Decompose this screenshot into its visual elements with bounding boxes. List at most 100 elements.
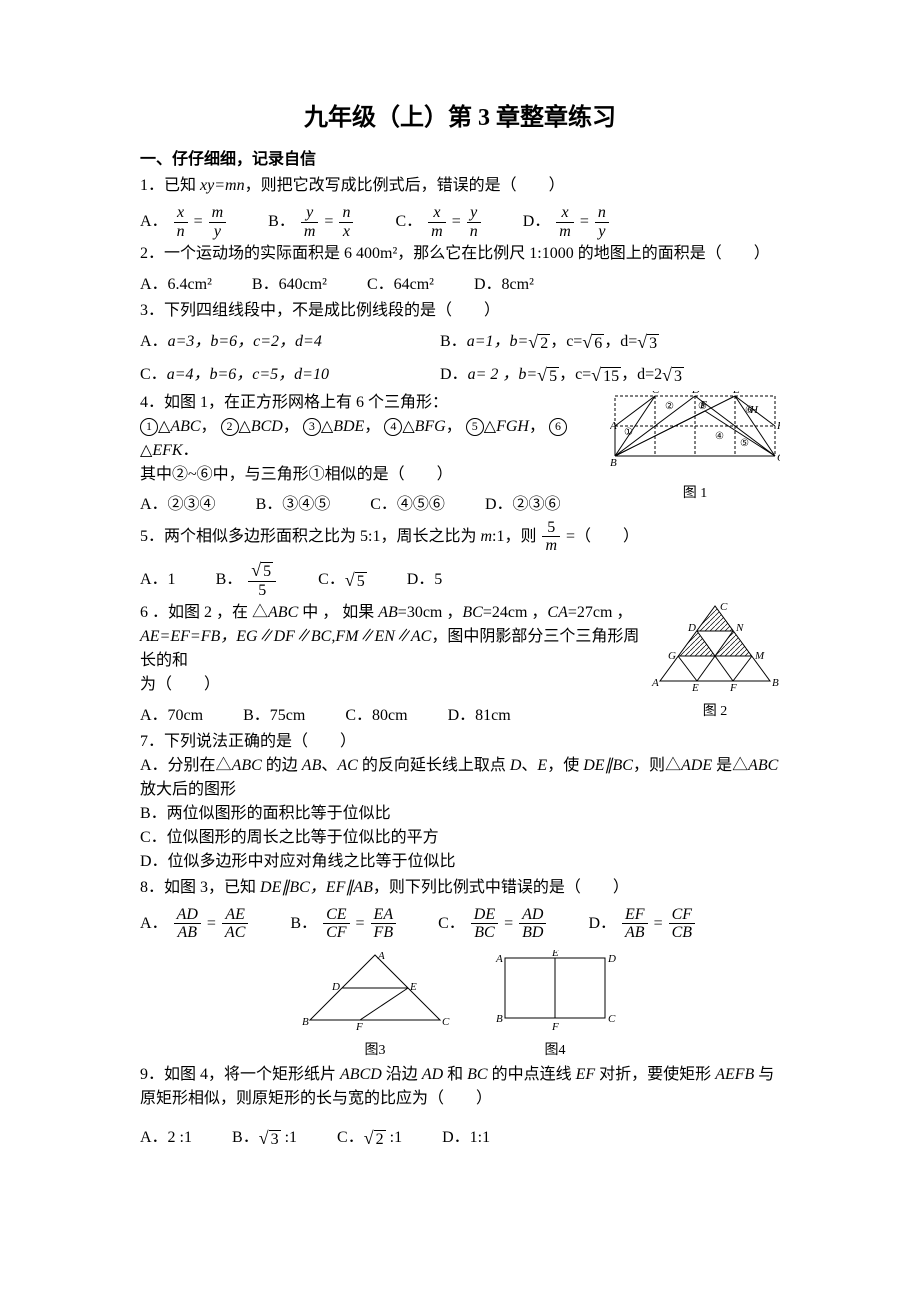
text: ． — [183, 442, 199, 459]
label: B． — [290, 915, 317, 932]
q5-stem: 5．两个相似多边形面积之比为 5:1，周长之比为 m:1，则 5m =（ ） — [140, 528, 639, 545]
text: ， — [529, 418, 545, 435]
svg-text:C: C — [608, 1013, 616, 1025]
svg-text:E: E — [732, 391, 740, 396]
svg-text:A: A — [610, 420, 617, 432]
page-title: 九年级（上）第 3 章整章练习 — [140, 100, 780, 136]
text: ，d= — [604, 333, 637, 350]
question-5: 5．两个相似多边形面积之比为 5:1，周长之比为 m:1，则 5m =（ ） A… — [140, 519, 780, 600]
expr: BCD — [251, 418, 283, 435]
q7-opt-a: A．分别在△ABC 的边 AB、AC 的反向延长线上取点 D、E，使 DE∥BC… — [140, 754, 780, 778]
expr: a= 2 ，b= — [468, 366, 538, 383]
svg-text:A: A — [651, 677, 659, 689]
q1-opt-a: A． xn = my — [140, 204, 228, 240]
question-8: 8．如图 3，已知 DE∥BC，EF∥AB，则下列比例式中错误的是（ ） A． … — [140, 876, 780, 1061]
sqrt-icon: √2 — [364, 1125, 386, 1152]
text: ，d=2 — [621, 366, 662, 383]
q8-opt-c: C． DEBC = ADBD — [438, 906, 548, 942]
text: 1．已知 — [140, 177, 200, 194]
expr: FGH — [496, 418, 529, 435]
label: C． — [395, 213, 422, 230]
figure-1-caption: 图 1 — [610, 483, 780, 504]
sqrt-icon: √15 — [591, 362, 621, 389]
sqrt-icon: √5 — [345, 567, 367, 594]
q4-options: A．②③④ B．③④⑤ C．④⑤⑥ D．②③⑥ — [140, 493, 610, 517]
svg-text:⑥: ⑥ — [745, 405, 754, 416]
text: 8．如图 3，已知 — [140, 879, 260, 896]
q6-opt-a: A．70cm — [140, 704, 203, 728]
svg-text:N: N — [735, 622, 744, 634]
svg-text:K: K — [776, 420, 780, 432]
svg-text:A: A — [377, 950, 385, 962]
svg-text:D: D — [331, 981, 340, 993]
q1-opt-d: D． xm = ny — [523, 204, 611, 240]
text: ， — [364, 418, 380, 435]
q9-options: A．2 :1 B．√3 :1 C．√2 :1 D．1:1 — [140, 1125, 780, 1152]
svg-text:C: C — [652, 391, 660, 396]
text: ，c= — [559, 366, 591, 383]
svg-text:G: G — [668, 650, 676, 662]
q1-opt-c: C． xm = yn — [395, 204, 482, 240]
fraction: yn — [467, 204, 481, 240]
fraction: √55 — [248, 561, 276, 599]
text: =30cm ， — [398, 604, 463, 621]
expr: AB — [378, 604, 398, 621]
tri: △ — [402, 418, 414, 435]
fraction: xm — [428, 204, 446, 240]
fraction: xn — [174, 204, 188, 240]
expr: xy=mn — [200, 177, 245, 194]
svg-text:①: ① — [624, 427, 633, 438]
fraction: xm — [556, 204, 574, 240]
tri: △ — [140, 442, 152, 459]
q2-opt-c: C．64cm² — [367, 273, 434, 297]
q5-opt-c: C．√5 — [318, 567, 367, 594]
text: 5．两个相似多边形面积之比为 5:1，周长之比为 — [140, 528, 480, 545]
q8-opt-a: A． ADAB = AEAC — [140, 906, 250, 942]
q1-options: A． xn = my B． ym = nx C． xm = yn D． xm =… — [140, 204, 780, 240]
q3-options-row1: A．a=3，b=6，c=2，d=4 B．a=1，b=√2，c=√6，d=√3 — [140, 329, 780, 356]
q7-opt-a-tail: 放大后的图形 — [140, 778, 780, 802]
q4-opt-a: A．②③④ — [140, 493, 216, 517]
q9-opt-d: D．1:1 — [442, 1126, 490, 1150]
text: :1，则 — [492, 528, 536, 545]
expr: AE=EF=FB，EG∥DF∥BC,FM∥EN∥AC — [140, 628, 431, 645]
q6-line1: 6 ．如图 2 ，在 △ABC 中 ， 如果 AB=30cm ，BC=24cm … — [140, 601, 650, 625]
q5-opt-d: D．5 — [407, 568, 443, 592]
sqrt-icon: √5 — [537, 362, 559, 389]
q2-options: A．6.4cm² B．640cm² C．64cm² D．8cm² — [140, 272, 780, 296]
sqrt-icon: √2 — [528, 329, 550, 356]
question-1: 1．已知 xy=mn，则把它改写成比例式后，错误的是（ ） A． xn = my… — [140, 174, 780, 240]
label: B． — [232, 1129, 259, 1146]
label: D． — [523, 213, 551, 230]
expr: EFK — [152, 442, 182, 459]
sqrt-icon: √3 — [259, 1125, 281, 1152]
expr: a=3，b=6，c=2，d=4 — [168, 333, 322, 350]
q4-opt-d: D．②③⑥ — [485, 493, 561, 517]
svg-text:④: ④ — [715, 431, 724, 442]
question-2: 2．一个运动场的实际面积是 6 400m²，那么它在比例尺 1:1000 的地图… — [140, 242, 780, 296]
expr: CA — [547, 604, 567, 621]
figure-2: A B C D N G M E F 图 2 — [650, 601, 780, 722]
q4-opt-c: C．④⑤⑥ — [370, 493, 445, 517]
q3-opt-a: A．a=3，b=6，c=2，d=4 — [140, 330, 400, 354]
label: C． — [438, 915, 465, 932]
q9-line2: 原矩形相似，则原矩形的长与宽的比应为（ ） — [140, 1087, 780, 1111]
label: B． — [268, 213, 295, 230]
expr: DE∥BC，EF∥AB — [260, 879, 373, 896]
expr: a=1，b= — [467, 333, 529, 350]
q1-stem: 1．已知 xy=mn，则把它改写成比例式后，错误的是（ ） — [140, 177, 565, 194]
svg-text:B: B — [302, 1016, 309, 1028]
q6-opt-c: C．80cm — [345, 704, 407, 728]
question-9: 9．如图 4，将一个矩形纸片 ABCD 沿边 AD 和 BC 的中点连线 EF … — [140, 1063, 780, 1152]
svg-text:B: B — [610, 457, 617, 469]
svg-text:F: F — [551, 1021, 559, 1030]
q2-opt-b: B．640cm² — [252, 273, 327, 297]
q9-opt-c: C．√2 :1 — [337, 1125, 402, 1152]
svg-text:D: D — [607, 953, 616, 965]
label: C． — [337, 1129, 364, 1146]
fraction: ym — [301, 204, 319, 240]
svg-text:M: M — [754, 650, 765, 662]
label: D． — [588, 915, 616, 932]
svg-text:②: ② — [665, 401, 674, 412]
figure-4: A B C D E F 图4 — [490, 950, 620, 1061]
